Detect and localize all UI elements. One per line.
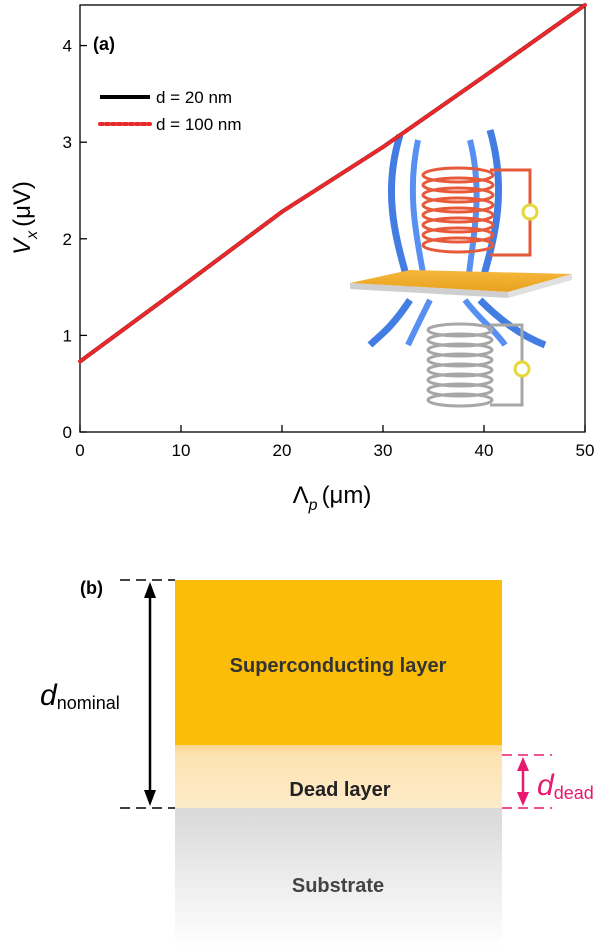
dead-symbol: d [537, 769, 555, 802]
x-tick-label: 30 [374, 441, 393, 460]
y-label-unit: (μV) [9, 181, 36, 227]
x-tick-label: 20 [273, 441, 292, 460]
legend-label: d = 20 nm [156, 88, 232, 107]
y-tick-label: 3 [63, 133, 72, 152]
layer-label: Substrate [292, 875, 384, 897]
series-line [80, 5, 585, 361]
nominal-markers [120, 580, 175, 808]
nominal-symbol: d [40, 679, 58, 712]
layer-label: Dead layer [289, 779, 390, 801]
nominal-label: dnominal [40, 679, 120, 713]
dead-sub: dead [554, 783, 594, 803]
panel-label: (b) [80, 578, 103, 598]
y-tick-label: 1 [63, 326, 72, 345]
x-tick-label: 10 [172, 441, 191, 460]
legend-label: d = 100 nm [156, 115, 242, 134]
y-tick-label: 2 [63, 230, 72, 249]
plot-frame [80, 5, 585, 432]
nominal-sub: nominal [57, 693, 120, 713]
y-axis-label: Vx(μV) [9, 181, 41, 255]
y-tick-label: 0 [63, 423, 72, 442]
layer-label: Superconducting layer [230, 655, 447, 677]
x-label-sub: p [308, 497, 318, 514]
x-label-unit: (μm) [322, 482, 372, 509]
y-label-sub: x [24, 230, 41, 240]
y-tick-label: 4 [63, 37, 72, 56]
x-tick-label: 40 [475, 441, 494, 460]
x-axis-label: Λp(μm) [293, 482, 372, 514]
panel-label: (a) [93, 34, 115, 54]
figure: (a) Λp(μm) Vx(μV) (b) Superconducting la… [0, 0, 597, 948]
x-tick-label: 0 [75, 441, 84, 460]
inset-illustration [350, 130, 572, 406]
x-label-main: Λ [293, 482, 309, 509]
dead-label: ddead [537, 769, 594, 803]
x-tick-label: 50 [576, 441, 595, 460]
